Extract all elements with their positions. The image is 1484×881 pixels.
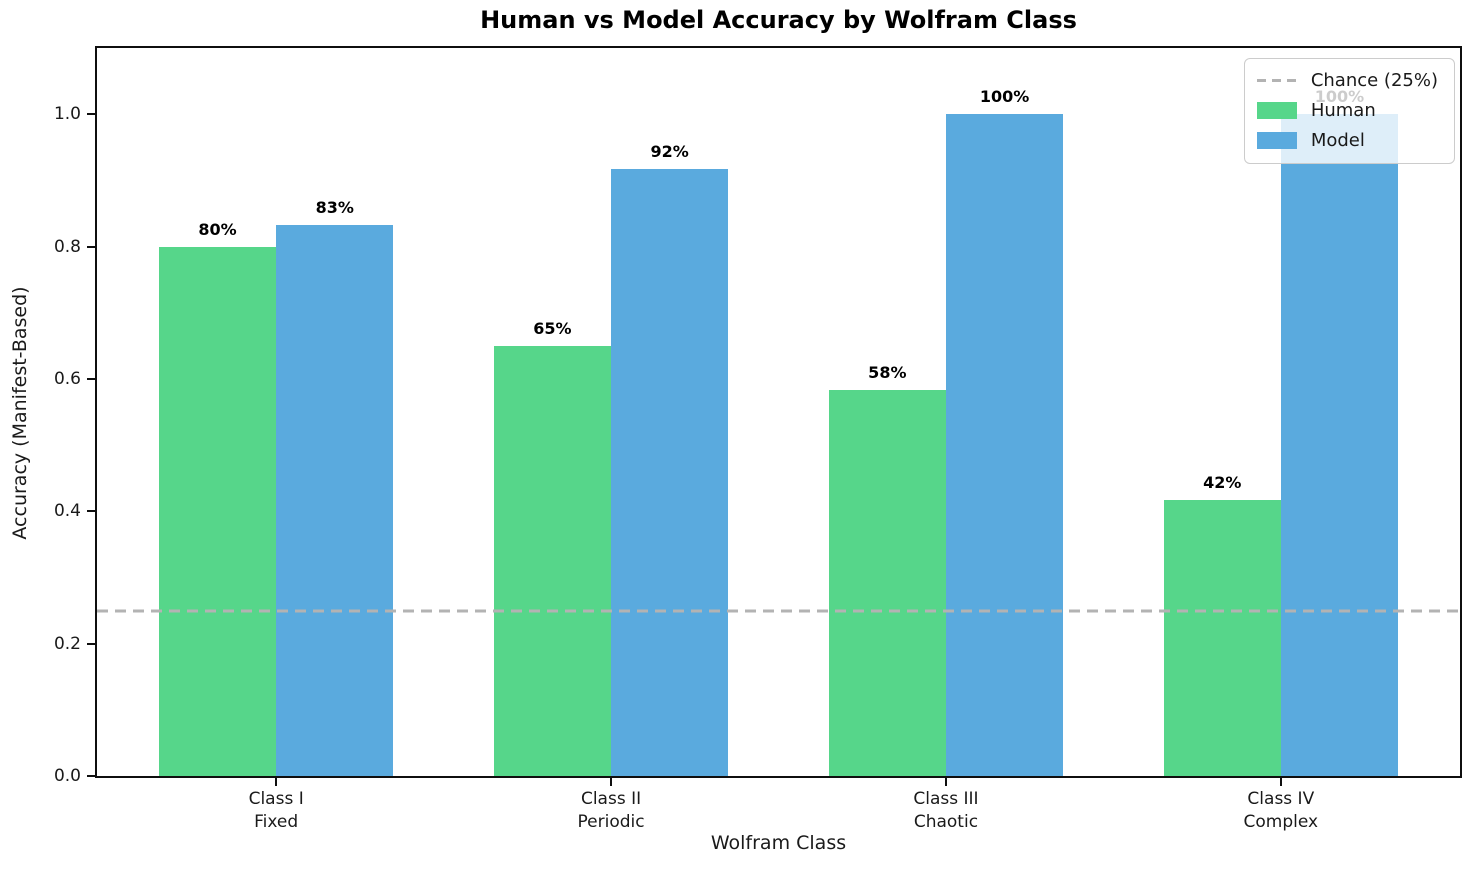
y-tick-label: 0.6 xyxy=(53,368,81,389)
y-tick-mark xyxy=(87,245,95,248)
x-tick-mark xyxy=(944,778,947,786)
x-tick-mark xyxy=(275,778,278,786)
legend: Chance (25%) Human Model xyxy=(1243,58,1455,164)
bar-human-class-iii xyxy=(828,390,946,776)
legend-entry-chance: Chance (25%) xyxy=(1256,70,1438,91)
x-tick-class-name: Class III xyxy=(913,789,979,809)
bar-value-label-human-class-i: 80% xyxy=(198,219,237,239)
y-tick-mark xyxy=(87,113,95,116)
bar-human-class-i xyxy=(158,246,277,776)
bar-value-label-model-class-ii: 92% xyxy=(650,142,689,162)
legend-label-human: Human xyxy=(1310,100,1376,121)
legend-entry-model: Model xyxy=(1256,130,1438,151)
x-tick-class-name: Class IV xyxy=(1247,789,1315,809)
bar-value-label-human-class-iv: 42% xyxy=(1203,473,1242,493)
x-axis-label: Wolfram Class xyxy=(710,832,847,854)
x-tick-class-subtitle: Chaotic xyxy=(913,811,979,832)
bar-value-label-model-class-iii: 100% xyxy=(979,87,1030,107)
bar-value-label-human-class-iii: 58% xyxy=(868,363,907,383)
bar-value-label-human-class-ii: 65% xyxy=(533,318,572,338)
bar-value-label-model-class-i: 83% xyxy=(315,197,354,217)
x-tick-class-name: Class I xyxy=(248,789,304,809)
y-tick-label: 1.0 xyxy=(53,104,81,125)
human-color-swatch-icon xyxy=(1256,102,1297,119)
x-tick-class-subtitle: Periodic xyxy=(577,811,645,832)
bar-model-class-iv xyxy=(1280,114,1399,776)
x-tick-label-class-iv: Class IV Complex xyxy=(1244,788,1319,834)
x-tick-mark xyxy=(610,778,613,786)
x-tick-mark xyxy=(1279,778,1282,786)
y-tick-label: 0.0 xyxy=(53,766,81,786)
chart-title: Human vs Model Accuracy by Wolfram Class xyxy=(480,6,1077,34)
y-tick-mark xyxy=(87,377,95,380)
x-tick-class-subtitle: Complex xyxy=(1243,811,1319,832)
dashed-line-swatch-icon xyxy=(1256,79,1297,82)
legend-label-model: Model xyxy=(1310,130,1365,151)
y-axis-label: Accuracy (Manifest-Based) xyxy=(9,286,31,540)
x-tick-class-name: Class II xyxy=(580,789,642,809)
y-tick-mark xyxy=(87,642,95,645)
legend-entry-human: Human xyxy=(1256,100,1438,121)
y-tick-mark xyxy=(87,775,95,777)
x-tick-class-subtitle: Fixed xyxy=(254,811,299,832)
y-tick-mark xyxy=(87,510,95,513)
y-tick-label: 0.2 xyxy=(53,633,81,654)
x-tick-label-class-ii: Class II Periodic xyxy=(578,788,645,834)
chance-reference-line xyxy=(97,609,1460,613)
bar-model-class-ii xyxy=(611,169,729,776)
plot-area: Chance (25%) Human Model 0.0 0.2 0.4 0.6 0.8… xyxy=(54,46,1462,832)
bar-model-class-i xyxy=(276,224,394,776)
model-color-swatch-icon xyxy=(1256,132,1297,149)
y-tick-label: 0.4 xyxy=(53,501,81,522)
y-tick-label: 0.8 xyxy=(53,236,81,257)
bar-human-class-iv xyxy=(1163,500,1281,776)
bar-human-class-ii xyxy=(493,345,612,776)
x-tick-label-class-iii: Class III Chaotic xyxy=(913,788,978,834)
plot-inner: Chance (25%) Human Model 0.0 0.2 0.4 0.6 0.8… xyxy=(54,48,1460,832)
x-tick-label-class-i: Class I Fixed xyxy=(249,788,304,834)
legend-label-chance: Chance (25%) xyxy=(1310,70,1438,91)
bar-model-class-iii xyxy=(945,114,1064,776)
